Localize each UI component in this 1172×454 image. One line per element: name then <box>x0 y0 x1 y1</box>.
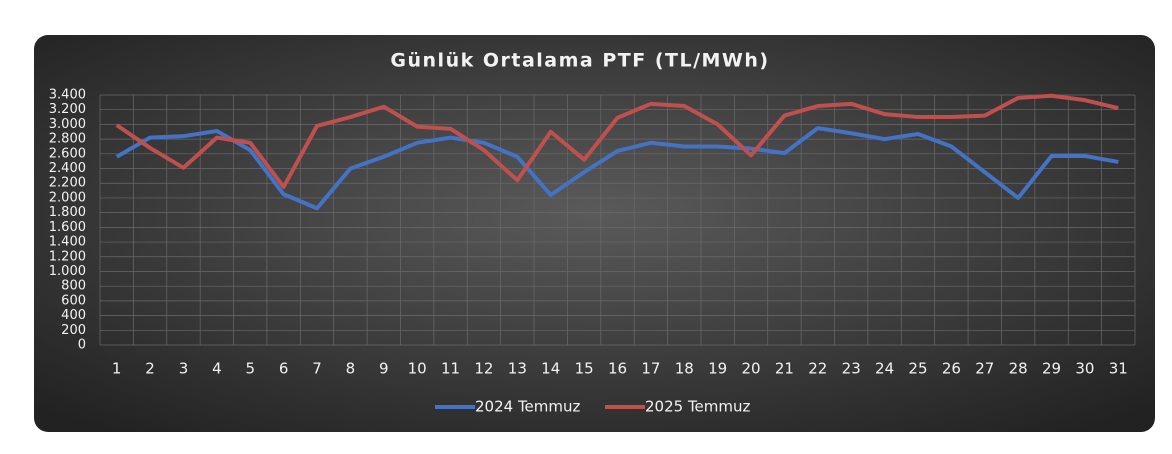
x-tick-label: 28 <box>1009 360 1028 378</box>
x-tick-label: 6 <box>279 360 289 378</box>
x-tick-label: 24 <box>875 360 894 378</box>
x-tick-label: 31 <box>1109 360 1128 378</box>
y-tick-label: 1.800 <box>49 205 86 220</box>
y-tick-label: 400 <box>61 308 86 323</box>
x-tick-label: 15 <box>575 360 594 378</box>
x-tick-label: 5 <box>245 360 255 378</box>
y-tick-label: 200 <box>61 323 86 338</box>
x-tick-label: 7 <box>312 360 322 378</box>
x-tick-label: 18 <box>675 360 694 378</box>
chart-title: Günlük Ortalama PTF (TL/MWh) <box>390 50 769 72</box>
x-tick-label: 30 <box>1075 360 1094 378</box>
x-tick-label: 25 <box>908 360 927 378</box>
x-tick-label: 1 <box>112 360 122 378</box>
y-tick-label: 2.800 <box>49 132 86 147</box>
data-line <box>115 126 1119 211</box>
x-tick-label: 8 <box>346 360 356 378</box>
x-tick-label: 3 <box>179 360 189 378</box>
y-tick-label: 800 <box>61 279 86 294</box>
y-tick-label: 3.200 <box>49 102 86 117</box>
y-tick-label: 3.000 <box>49 117 86 132</box>
y-tick-label: 2.400 <box>49 161 86 176</box>
y-tick-label: 3.400 <box>49 88 86 103</box>
y-tick-label: 0 <box>78 338 86 353</box>
x-tick-label: 11 <box>441 360 460 378</box>
x-tick-label: 29 <box>1042 360 1061 378</box>
x-tick-label: 13 <box>508 360 527 378</box>
x-tick-label: 20 <box>742 360 761 378</box>
y-tick-label: 1.200 <box>49 249 86 264</box>
y-tick-label: 2.200 <box>49 176 86 191</box>
y-tick-label: 2.000 <box>49 190 86 205</box>
legend-label: 2024 Temmuz <box>475 398 581 416</box>
y-tick-label: 1.000 <box>49 264 86 279</box>
x-tick-label: 4 <box>212 360 222 378</box>
y-tick-label: 1.600 <box>49 220 86 235</box>
x-tick-label: 2 <box>145 360 155 378</box>
x-tick-label: 26 <box>942 360 961 378</box>
x-tick-label: 9 <box>379 360 389 378</box>
y-tick-label: 1.400 <box>49 235 86 250</box>
legend-label: 2025 Temmuz <box>645 398 751 416</box>
x-tick-label: 27 <box>975 360 994 378</box>
x-tick-label: 17 <box>641 360 660 378</box>
x-tick-label: 10 <box>408 360 427 378</box>
x-tick-label: 23 <box>842 360 861 378</box>
x-tick-label: 22 <box>808 360 827 378</box>
data-line <box>115 93 1119 189</box>
x-tick-label: 12 <box>474 360 493 378</box>
x-tick-label: 16 <box>608 360 627 378</box>
x-tick-label: 14 <box>541 360 560 378</box>
x-tick-label: 19 <box>708 360 727 378</box>
y-tick-label: 600 <box>61 293 86 308</box>
y-tick-label: 2.600 <box>49 146 86 161</box>
x-tick-label: 21 <box>775 360 794 378</box>
